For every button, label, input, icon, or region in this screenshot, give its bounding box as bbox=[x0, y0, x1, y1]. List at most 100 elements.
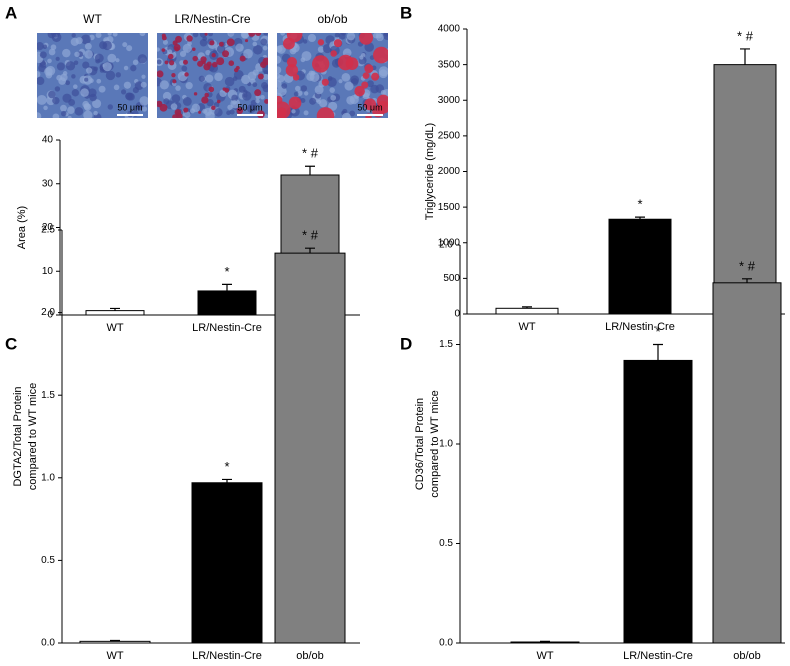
cell bbox=[235, 43, 244, 52]
cell bbox=[82, 61, 90, 69]
lipid bbox=[285, 64, 299, 77]
lipid bbox=[206, 61, 212, 67]
cell bbox=[175, 85, 181, 91]
cell bbox=[107, 53, 117, 63]
cell bbox=[227, 33, 235, 37]
cell bbox=[83, 103, 91, 110]
cell bbox=[37, 76, 45, 86]
cell bbox=[115, 72, 121, 78]
y-tick-label: 500 bbox=[443, 273, 460, 284]
lipid bbox=[211, 53, 216, 58]
cell bbox=[243, 93, 248, 98]
y-tick-label: 0 bbox=[454, 309, 460, 320]
x-tick-label: LR/Nestin-Cre bbox=[605, 321, 675, 333]
x-tick-label: ob/ob bbox=[296, 650, 324, 662]
cell bbox=[204, 107, 213, 116]
error-bar bbox=[110, 307, 120, 311]
cell bbox=[68, 99, 76, 106]
cell bbox=[52, 113, 60, 118]
cell bbox=[229, 109, 235, 115]
panel-label: D bbox=[400, 334, 412, 353]
lipid bbox=[333, 39, 342, 48]
lipid bbox=[254, 89, 262, 97]
cell bbox=[65, 61, 76, 71]
cell bbox=[330, 94, 337, 101]
cell bbox=[43, 105, 48, 111]
cell bbox=[171, 94, 181, 103]
lipid bbox=[169, 60, 175, 66]
y-tick-label: 1000 bbox=[438, 237, 461, 248]
lipid bbox=[161, 35, 167, 41]
cell bbox=[241, 74, 251, 85]
cell bbox=[208, 33, 214, 37]
cell bbox=[301, 51, 312, 61]
cell bbox=[105, 70, 116, 81]
lipid bbox=[184, 72, 189, 77]
cell bbox=[252, 44, 263, 55]
error-bar bbox=[540, 640, 550, 643]
significance-mark: * # bbox=[302, 228, 319, 243]
bar bbox=[608, 218, 672, 315]
x-tick-label: WT bbox=[106, 650, 123, 662]
cell bbox=[243, 48, 253, 59]
panel-label: C bbox=[5, 334, 17, 353]
cell bbox=[141, 74, 146, 79]
lipid bbox=[264, 99, 268, 104]
bar bbox=[85, 310, 145, 316]
y-tick-label: 2.0 bbox=[41, 307, 55, 318]
cell bbox=[60, 104, 67, 112]
cell bbox=[359, 55, 364, 60]
cell bbox=[89, 93, 97, 102]
cell bbox=[170, 103, 178, 110]
cell bbox=[314, 85, 324, 95]
lipid bbox=[208, 86, 215, 93]
y-axis-label: CD36/Total Protein bbox=[414, 398, 426, 490]
cell bbox=[300, 97, 306, 103]
cell bbox=[141, 106, 148, 112]
cell bbox=[37, 112, 42, 118]
lipid bbox=[321, 78, 329, 86]
cell bbox=[262, 45, 268, 51]
y-tick-label: 1.5 bbox=[439, 339, 453, 350]
significance-mark: * # bbox=[302, 146, 319, 161]
cell bbox=[277, 55, 282, 64]
x-tick-label: LR/Nestin-Cre bbox=[192, 650, 262, 662]
cell bbox=[238, 85, 246, 93]
lipid bbox=[193, 92, 198, 96]
lipid bbox=[222, 50, 230, 58]
y-tick-label: 1500 bbox=[438, 202, 461, 213]
cell bbox=[139, 33, 146, 37]
lipid bbox=[176, 113, 183, 118]
significance-mark: * # bbox=[739, 258, 756, 273]
lipid bbox=[239, 55, 246, 62]
y-tick-label: 1.0 bbox=[41, 472, 55, 483]
lipid bbox=[211, 61, 218, 68]
x-tick-label: LR/Nestin-Cre bbox=[623, 650, 693, 662]
y-tick-label: 0.0 bbox=[439, 638, 453, 649]
error-bar bbox=[522, 306, 532, 309]
cell bbox=[74, 51, 80, 58]
cell bbox=[327, 76, 333, 81]
cell bbox=[181, 65, 188, 72]
cell bbox=[137, 54, 148, 64]
cell bbox=[47, 33, 57, 39]
cell bbox=[300, 85, 308, 92]
cell bbox=[182, 43, 192, 53]
cell bbox=[70, 37, 79, 46]
y-tick-label: 2500 bbox=[438, 131, 461, 142]
cell bbox=[52, 96, 60, 105]
cell bbox=[341, 73, 351, 82]
y-axis-label: DGTA2/Total Protein bbox=[12, 386, 24, 486]
error-bar bbox=[222, 478, 232, 483]
cell bbox=[246, 104, 256, 113]
cell bbox=[198, 75, 205, 82]
cell bbox=[98, 85, 106, 93]
lipid bbox=[182, 59, 188, 65]
cell bbox=[263, 33, 268, 36]
panel-label: B bbox=[400, 3, 412, 22]
lipid bbox=[235, 65, 240, 71]
cell bbox=[60, 110, 67, 117]
cell bbox=[192, 33, 199, 38]
cell bbox=[132, 87, 139, 94]
cell bbox=[317, 46, 325, 53]
